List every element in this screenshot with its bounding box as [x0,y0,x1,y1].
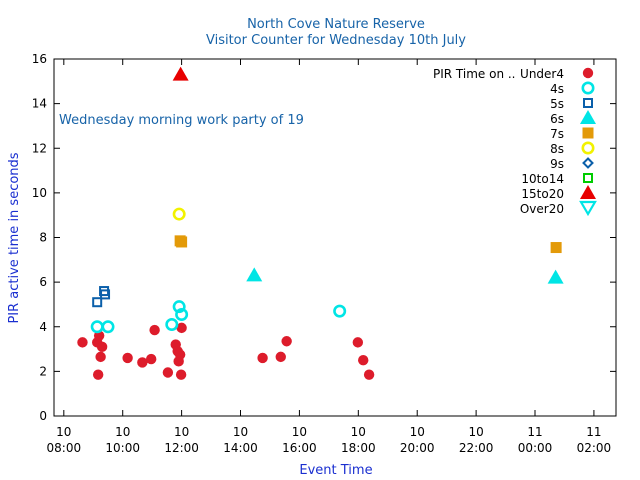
legend-label: 10to14 [521,172,564,186]
legend-marker-under4 [582,67,594,79]
x-axis-label: Event Time [299,463,372,478]
x-tick-label-day: 10 [174,425,189,439]
legend-marker-over20 [579,200,597,217]
x-tick-label-time: 12:00 [164,441,199,455]
legend-marker-10to14 [583,173,593,183]
data-point-7s [550,242,562,254]
data-point-under4 [275,351,286,363]
legend-marker-15to20 [580,185,596,199]
y-tick-label: 4 [39,320,47,334]
x-tick-label-time: 10:00 [105,441,140,455]
x-tick-label-day: 10 [351,425,366,439]
data-point-under4 [137,357,148,368]
x-tick-label-day: 10 [233,425,248,439]
data-point-under4 [162,367,174,378]
legend-label: 8s [550,142,564,156]
data-point-under4 [358,355,369,366]
data-point-4s [175,307,189,321]
axis-ticks: 0 2 4 6 8 10 12 14 16 10 08:00 10 10:00 10 12:00 10 14:0… [32,52,616,455]
x-tick-label-day: 11 [586,425,601,439]
legend-marker-4s [581,81,595,95]
y-tick-label: 16 [32,52,47,66]
data-point-15to20 [172,66,189,81]
data-point-under4 [145,353,157,365]
x-tick-label-time: 14:00 [223,441,258,455]
legend-label: 9s [550,157,564,171]
data-point-under4 [77,337,88,348]
legend-marker-9s [582,157,594,169]
data-point-under4 [363,369,375,380]
data-point-5s [100,289,111,300]
x-tick-label-time: 02:00 [577,441,612,455]
legend-label: 5s [550,97,564,111]
legend-label: 15to20 [521,187,564,201]
data-point-8s [172,207,186,221]
legend-label: 4s [550,82,564,96]
y-tick-label: 0 [39,409,47,423]
chart-title: North Cove Nature Reserve [247,17,425,32]
legend-marker-7s [582,127,594,139]
data-point-under4 [176,322,187,334]
x-tick-label-day: 10 [468,425,483,439]
y-axis-label: PIR active time in seconds [7,152,22,323]
data-point-4s [165,318,179,332]
data-point-under4 [281,336,292,347]
legend-label: 6s [550,112,564,126]
y-tick-label: 12 [32,141,47,155]
x-tick-label-day: 11 [527,425,542,439]
chart-subtitle: Visitor Counter for Wednesday 10th July [206,33,466,48]
legend-label: Under4 [520,67,564,81]
data-point-under4 [174,349,186,360]
legend-label: 7s [550,127,564,141]
data-point-5s [92,297,103,308]
x-tick-label-time: 22:00 [459,441,494,455]
data-point-under4 [352,337,364,348]
legend-title: PIR Time on .. [433,67,516,81]
data-point-under4 [175,369,187,380]
data-point-under4 [257,352,268,364]
data-point-under4 [92,369,104,380]
y-tick-label: 10 [32,186,47,200]
data-point-6s [547,269,564,284]
data-point-under4 [96,341,108,353]
legend-marker-8s [581,141,595,155]
data-point-6s [246,267,263,282]
data-point-under4 [95,351,106,363]
legend-marker-5s [583,98,593,108]
data-point-4s [172,300,186,314]
data-point-7s [176,236,188,248]
x-tick-label-time: 16:00 [282,441,317,455]
legend-label: Over20 [520,202,564,216]
data-point-4s [333,304,347,318]
x-tick-label-time: 08:00 [47,441,82,455]
data-point-under4 [122,352,133,364]
y-tick-label: 2 [39,364,47,378]
x-tick-label-day: 10 [292,425,307,439]
x-tick-label-day: 10 [115,425,130,439]
x-tick-label-day: 10 [56,425,71,439]
data-point-under4 [149,324,160,336]
annotation: Wednesday morning work party of 19 [59,113,304,128]
x-tick-label-day: 10 [410,425,425,439]
x-tick-label-time: 20:00 [400,441,435,455]
legend-marker-6s [580,110,596,124]
x-tick-label-time: 00:00 [518,441,553,455]
data-points [77,66,564,380]
y-tick-label: 8 [39,231,47,245]
legend: PIR Time on .. Under44s5s6s7s8s9s10to1415… [433,67,597,217]
y-tick-label: 14 [32,97,47,111]
data-point-4s [90,320,104,334]
data-point-4s [101,320,115,334]
y-tick-label: 6 [39,275,47,289]
x-tick-label-time: 18:00 [341,441,376,455]
